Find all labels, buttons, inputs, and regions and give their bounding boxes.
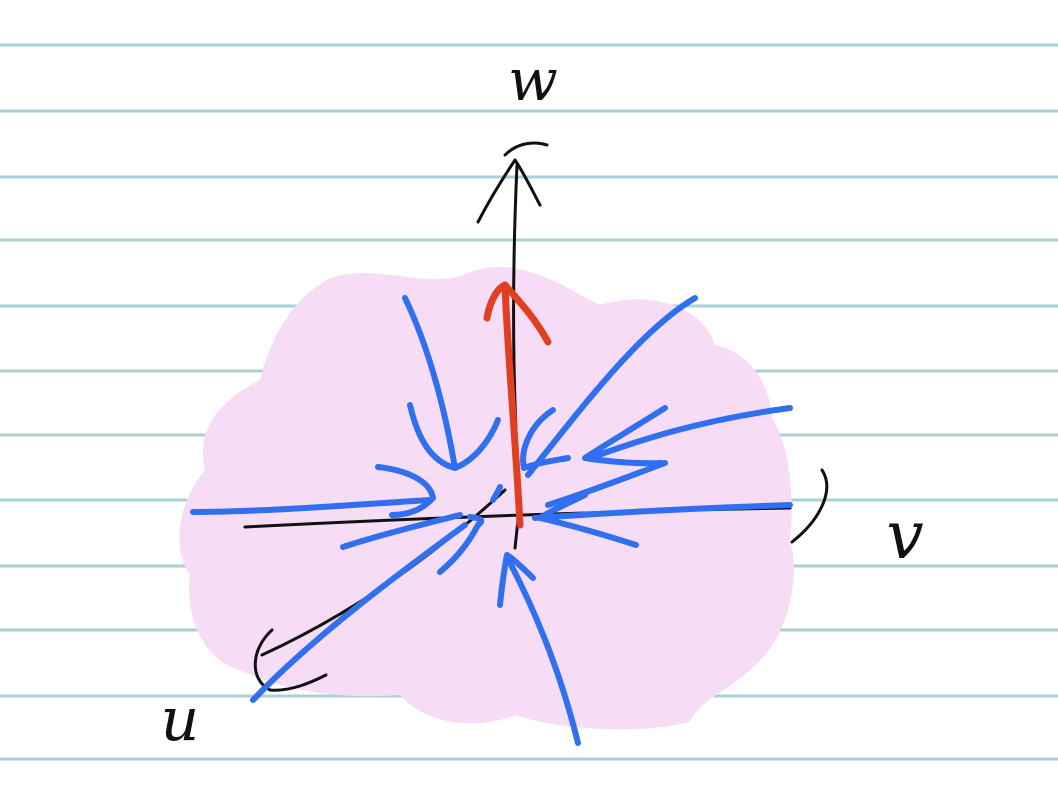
- w-axis-arrowhead: [476, 158, 542, 224]
- pink-region: [179, 266, 794, 730]
- field-arrow-right-upper: [587, 405, 793, 461]
- field-arrow-v-axis-head: [537, 492, 639, 548]
- field-arrow-top-left-head: [407, 402, 501, 471]
- field-arrow-bottom-head: [497, 552, 536, 608]
- field-arrow-u-axis-head: [437, 514, 485, 575]
- v-axis-rotation-arc: [790, 468, 829, 544]
- red-vector-shaft: [501, 281, 524, 529]
- field-arrow-right-middle: [545, 460, 668, 508]
- field-arrow-v-axis: [532, 502, 793, 521]
- axis-label-w: w: [508, 46, 558, 114]
- field-arrow-u-axis: [250, 522, 468, 703]
- field-arrow-right-upper-head: [582, 405, 668, 467]
- field-arrow-left: [190, 497, 433, 515]
- field-arrow-left-lower: [340, 512, 463, 550]
- field-arrows: [190, 295, 793, 746]
- red-vector: [483, 281, 552, 529]
- field-arrow-top-right: [525, 295, 698, 478]
- u-axis-rotation-arc: [253, 628, 328, 692]
- axis-label-v: v: [886, 497, 923, 574]
- w-axis-rotation-arc: [503, 141, 549, 157]
- field-arrow-top-left: [402, 295, 458, 471]
- red-vector-arrowhead: [483, 281, 552, 346]
- axis-label-u: u: [161, 685, 200, 755]
- field-arrow-left-head: [375, 464, 436, 518]
- field-arrow-bottom: [504, 554, 581, 746]
- field-arrow-top-right-head: [520, 407, 571, 471]
- axis-labels: w v u: [161, 46, 924, 755]
- field-arrow-center-stub: [490, 484, 503, 503]
